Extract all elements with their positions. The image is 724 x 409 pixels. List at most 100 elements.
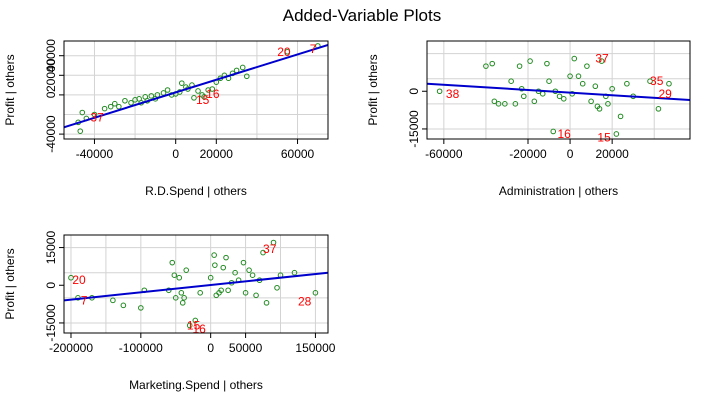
data-point (647, 78, 653, 85)
data-point (567, 73, 573, 79)
data-point (192, 317, 199, 324)
data-point (617, 113, 624, 120)
data-point (270, 239, 277, 246)
data-point (527, 58, 533, 64)
data-point (571, 55, 578, 62)
data-point (512, 101, 519, 107)
point-label: 7 (81, 293, 88, 307)
data-point (179, 300, 186, 306)
data-point (239, 64, 246, 71)
data-point (240, 259, 247, 266)
y-tick-label: 15000 (44, 231, 58, 265)
x-axis-title: Marketing.Spend | others (129, 378, 263, 392)
data-point (195, 88, 201, 94)
regression-line (64, 271, 328, 302)
data-point (588, 98, 594, 105)
x-tick-label: -20000 (509, 147, 547, 161)
y-tick-label: 0 (44, 282, 58, 289)
data-point (107, 103, 114, 110)
point-label: 37 (263, 242, 277, 256)
data-point (211, 252, 217, 258)
data-point (655, 106, 662, 112)
plot-frame (63, 40, 329, 140)
data-point (110, 297, 116, 304)
data-point (111, 100, 118, 107)
data-point (181, 295, 187, 301)
x-tick-label: -200000 (49, 341, 93, 355)
data-point (291, 269, 298, 276)
point-label: 20 (72, 273, 86, 287)
x-tick-label: 0 (207, 341, 214, 355)
y-axis-title: Profit | others (3, 248, 17, 319)
data-point (164, 87, 171, 93)
data-point (246, 267, 252, 273)
point-label: 37 (595, 52, 609, 66)
figure-title: Added-Variable Plots (282, 6, 442, 25)
data-point (120, 302, 127, 309)
data-point (101, 105, 108, 112)
data-point (491, 98, 498, 105)
y-tick-label: -40000 (44, 115, 58, 153)
x-tick-label: 0 (172, 147, 179, 161)
point-label: 20 (277, 45, 291, 59)
data-point (624, 80, 630, 87)
data-point (207, 274, 214, 281)
data-point (220, 264, 227, 271)
x-tick-label: 150000 (295, 341, 335, 355)
data-point (550, 128, 557, 135)
data-point (191, 95, 197, 101)
data-points (68, 239, 319, 329)
data-point (148, 93, 155, 99)
data-point (212, 262, 218, 268)
data-point (508, 78, 514, 85)
y-tick-label: 0 (407, 88, 421, 95)
data-point (263, 300, 270, 306)
data-point (171, 272, 178, 279)
data-point (560, 95, 567, 102)
data-point (605, 101, 611, 107)
point-label: 28 (298, 295, 312, 309)
data-point (253, 292, 259, 299)
point-label: 16 (206, 87, 220, 101)
data-point (502, 101, 508, 107)
data-point (116, 103, 122, 110)
data-point (176, 274, 183, 281)
data-point (68, 274, 74, 281)
data-point (584, 63, 590, 69)
y-tick-label: -15000 (44, 304, 58, 342)
y-axis-title: Profit | others (366, 54, 380, 125)
x-axis-title: R.D.Spend | others (145, 184, 247, 198)
data-point (138, 305, 144, 311)
data-point (209, 86, 216, 92)
data-point (598, 58, 605, 64)
data-point (183, 267, 190, 273)
data-point (596, 106, 603, 112)
x-tick-label: -40000 (76, 147, 114, 161)
data-point (225, 287, 231, 294)
x-tick-label: 60000 (281, 147, 315, 161)
point-label: 37 (90, 110, 104, 124)
plot-frame (63, 234, 329, 334)
data-point (172, 295, 179, 301)
y-axis-title: Profit | others (3, 54, 17, 125)
data-point (249, 272, 256, 279)
data-point (579, 80, 586, 87)
regression-line (427, 82, 690, 102)
data-point (312, 289, 319, 296)
data-point (178, 289, 185, 296)
data-point (575, 73, 582, 79)
y-tick-label: 20000 (44, 58, 58, 92)
data-points (436, 55, 672, 137)
data-point (531, 98, 538, 105)
data-point (218, 287, 224, 294)
data-point (169, 259, 176, 266)
point-label: 35 (650, 74, 664, 88)
data-point (556, 93, 563, 100)
x-tick-label: 50000 (229, 341, 263, 355)
point-label: 15 (196, 93, 210, 107)
data-point (122, 97, 128, 104)
x-tick-label: -100000 (119, 341, 163, 355)
